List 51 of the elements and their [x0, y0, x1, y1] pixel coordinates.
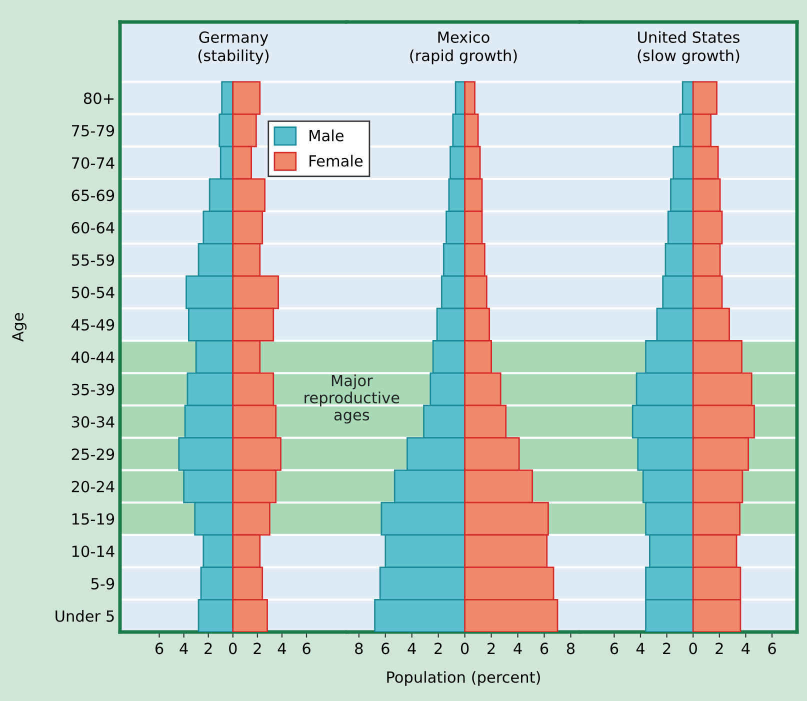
x-tick-label: 8	[355, 642, 363, 654]
y-tick-label: 45-49	[71, 319, 114, 331]
x-tick-label: 4	[514, 642, 522, 654]
x-tick-label: 4	[408, 642, 416, 654]
x-tick-label: 6	[302, 642, 310, 654]
x-tick-label: 6	[382, 642, 390, 654]
y-tick-label: 50-54	[72, 286, 114, 298]
y-tick-label: 70-74	[72, 157, 114, 169]
x-tick-label: 2	[254, 642, 261, 654]
x-tick-label: 4	[180, 642, 188, 654]
y-tick-label: 5-9	[91, 578, 114, 590]
chart-subtitle: (stability)	[198, 49, 269, 64]
chart-title: Germany	[199, 31, 268, 46]
x-tick-label: 6	[155, 642, 164, 654]
x-tick-label: 2	[663, 642, 670, 654]
y-tick-label: 80+	[84, 92, 114, 104]
y-tick-label: 60-64	[72, 222, 114, 234]
y-tick-label: 30-34	[72, 416, 114, 428]
x-axis-title: Population (percent)	[387, 671, 540, 686]
y-tick-label: 75-79	[72, 124, 114, 136]
y-tick-label: 65-69	[72, 190, 114, 202]
y-tick-label: 25-29	[72, 448, 114, 460]
x-tick-label: 4	[636, 642, 644, 654]
x-tick-label: 6	[540, 642, 548, 654]
x-tick-label: 0	[689, 642, 697, 654]
x-tick-label: 4	[742, 642, 750, 654]
legend-label: Female	[310, 154, 363, 167]
x-tick-label: 2	[204, 642, 212, 654]
x-tick-label: 0	[460, 642, 469, 654]
x-tick-label: 0	[229, 642, 237, 654]
x-tick-label: 8	[566, 642, 575, 654]
y-axis-title: Age	[12, 313, 27, 342]
x-tick-label: 2	[716, 642, 723, 654]
chart-subtitle: (slow growth)	[638, 49, 740, 64]
y-tick-label: 35-39	[72, 384, 114, 396]
chart-title: Mexico	[438, 31, 490, 43]
band-label: Major reproductive ages	[304, 374, 400, 424]
legend-label: Male	[310, 130, 344, 142]
y-tick-label: 10-14	[72, 546, 114, 558]
y-tick-label: 15-19	[72, 513, 114, 525]
x-tick-label: 2	[434, 642, 442, 654]
chart-subtitle: (rapid growth)	[410, 49, 517, 64]
x-tick-label: 6	[768, 642, 776, 654]
y-tick-label: Under 5	[56, 610, 114, 622]
x-tick-label: 4	[278, 642, 286, 654]
chart-title: United States	[638, 31, 740, 43]
y-tick-label: 55-59	[72, 254, 114, 266]
x-tick-label: 2	[488, 642, 495, 654]
x-tick-label: 6	[610, 642, 618, 654]
y-tick-label: 40-44	[71, 351, 114, 363]
y-tick-label: 20-24	[72, 480, 114, 492]
